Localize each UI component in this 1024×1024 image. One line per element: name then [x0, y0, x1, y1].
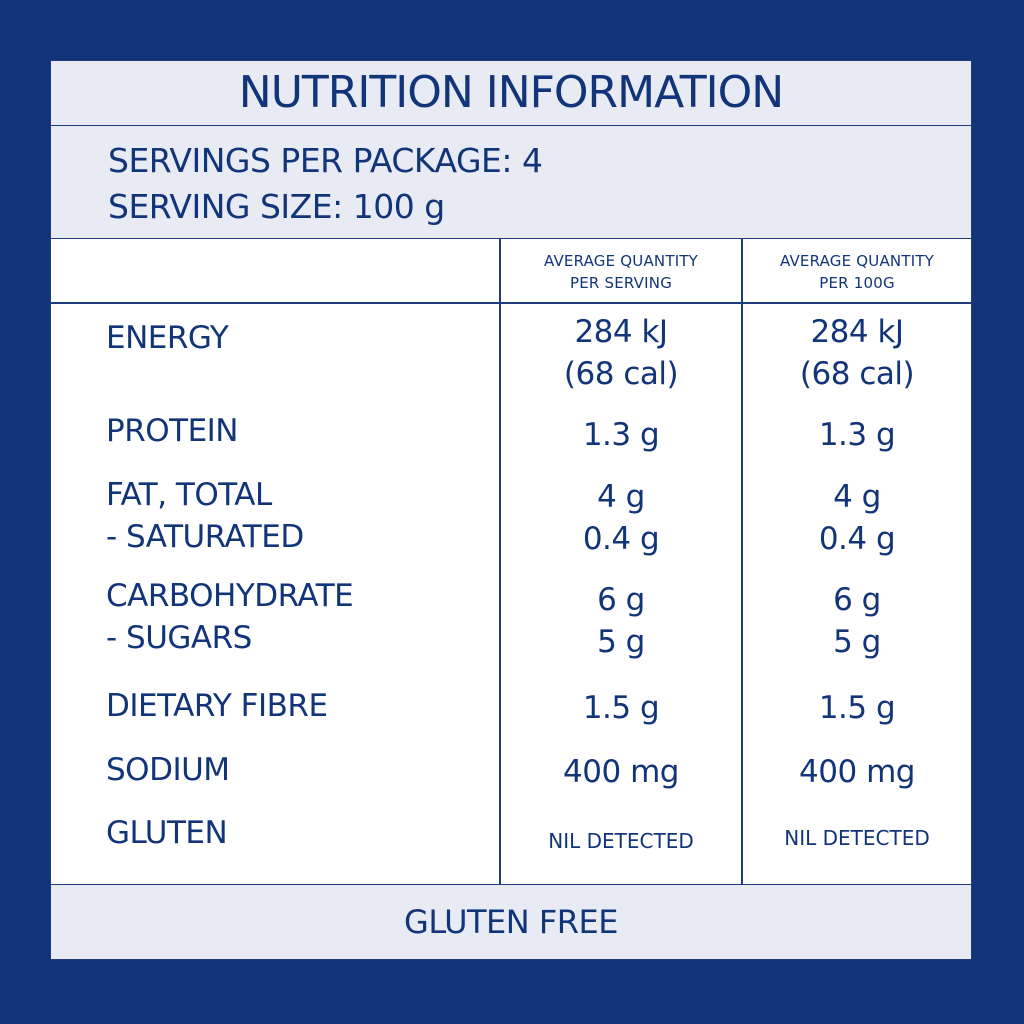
fibre-per-serving: 1.5 g [582, 690, 660, 726]
fat-per-100g: 4 g 0.4 g [742, 476, 972, 560]
energy-per-100g-cal: (68 cal) [799, 356, 915, 392]
serving-size: SERVING SIZE: 100 g [108, 187, 445, 226]
fat-per-serving: 4 g 0.4 g [501, 476, 741, 560]
sugars-per-serving: 5 g [597, 624, 645, 660]
column-header-per-100g: AVERAGE QUANTITY PER 100G [742, 250, 972, 294]
nutrient-carbohydrate-label: CARBOHYDRATE - SUGARS [106, 575, 354, 659]
nutrient-fibre-label: DIETARY FIBRE [106, 688, 328, 724]
title-band: NUTRITION INFORMATION [51, 61, 971, 126]
nutrient-sodium-label: SODIUM [106, 752, 230, 788]
column-header-per-100g-line2: PER 100G [819, 274, 895, 292]
panel-title: NUTRITION INFORMATION [238, 67, 784, 118]
fat-total-per-serving: 4 g [597, 479, 645, 515]
nutrition-panel: NUTRITION INFORMATION SERVINGS PER PACKA… [50, 60, 972, 960]
fibre-per-100g: 1.5 g [818, 690, 896, 726]
carbohydrate-label: CARBOHYDRATE [106, 578, 354, 614]
gluten-per-100g: NIL DETECTED [784, 826, 930, 850]
carbohydrate-per-serving: 6 g 5 g [501, 579, 741, 663]
carbohydrate-total-per-serving: 6 g [597, 582, 645, 618]
energy-per-100g-kj: 284 kJ [810, 314, 904, 350]
carbohydrate-total-per-100g: 6 g [833, 582, 881, 618]
fat-total-label: FAT, TOTAL [106, 477, 272, 513]
protein-per-100g: 1.3 g [818, 417, 896, 453]
sugars-label: - SUGARS [106, 620, 252, 656]
servings-band: SERVINGS PER PACKAGE: 4 SERVING SIZE: 10… [51, 126, 971, 239]
column-header-per-serving-line1: AVERAGE QUANTITY [543, 252, 699, 270]
gluten-per-serving: NIL DETECTED [548, 829, 694, 853]
nutrient-energy-label: ENERGY [106, 320, 229, 356]
column-header-per-100g-line1: AVERAGE QUANTITY [779, 252, 935, 270]
nutrient-fat-label: FAT, TOTAL - SATURATED [106, 474, 304, 558]
column-divider-1 [499, 239, 501, 885]
energy-per-serving-cal: (68 cal) [563, 356, 679, 392]
fat-saturated-per-100g: 0.4 g [818, 521, 896, 557]
column-divider-2 [741, 239, 743, 885]
fat-total-per-100g: 4 g [833, 479, 881, 515]
energy-per-serving: 284 kJ (68 cal) [501, 311, 741, 395]
nutrient-gluten-label: GLUTEN [106, 815, 228, 851]
header-divider [51, 302, 971, 304]
nutrient-protein-label: PROTEIN [106, 413, 239, 449]
servings-per-package: SERVINGS PER PACKAGE: 4 [108, 141, 543, 180]
gluten-free-claim: GLUTEN FREE [404, 903, 618, 941]
sodium-per-100g: 400 mg [799, 754, 915, 790]
column-header-per-serving-line2: PER SERVING [569, 274, 673, 292]
sugars-per-100g: 5 g [833, 624, 881, 660]
energy-per-serving-kj: 284 kJ [574, 314, 668, 350]
fat-saturated-per-serving: 0.4 g [582, 521, 660, 557]
column-header-per-serving: AVERAGE QUANTITY PER SERVING [501, 250, 741, 294]
fat-saturated-label: - SATURATED [106, 519, 304, 555]
footer-band: GLUTEN FREE [51, 884, 971, 959]
energy-per-100g: 284 kJ (68 cal) [742, 311, 972, 395]
sodium-per-serving: 400 mg [563, 754, 679, 790]
carbohydrate-per-100g: 6 g 5 g [742, 579, 972, 663]
protein-per-serving: 1.3 g [582, 417, 660, 453]
